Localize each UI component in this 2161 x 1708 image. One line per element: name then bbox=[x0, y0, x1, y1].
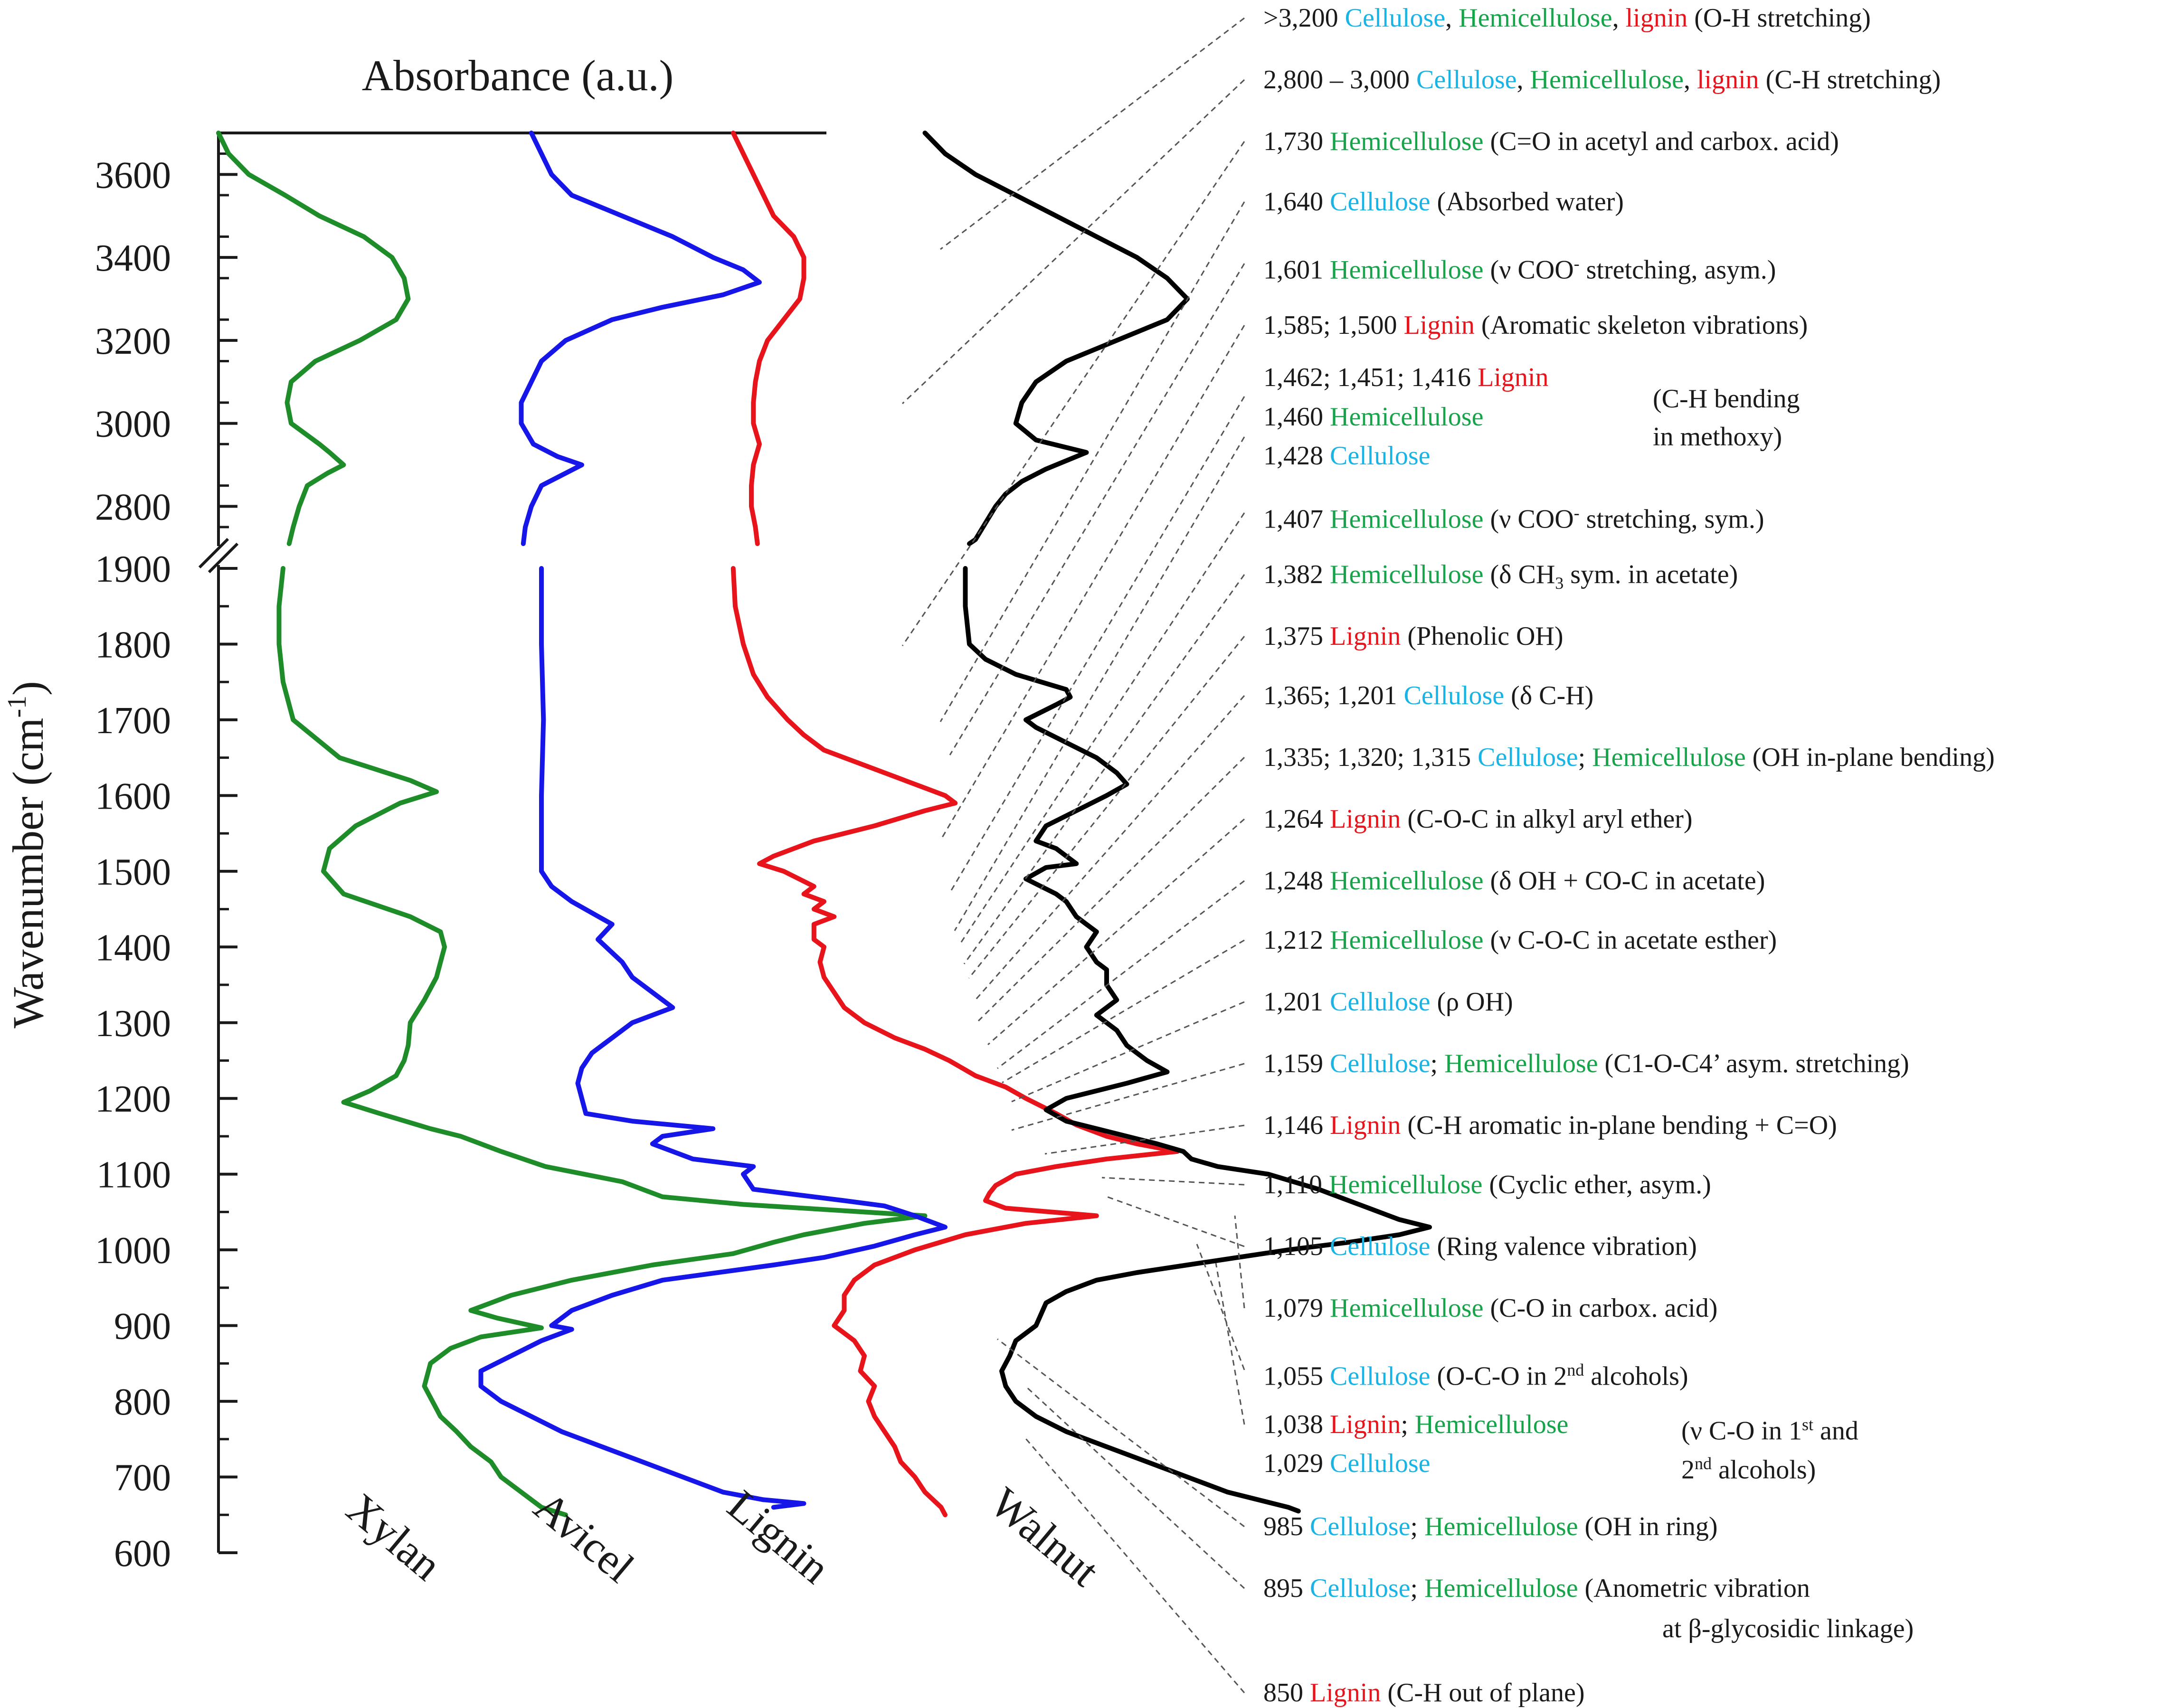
leader-line bbox=[901, 79, 1245, 405]
series-line-xylan-upper bbox=[216, 131, 411, 546]
y-tick-label: 3400 bbox=[95, 237, 171, 279]
y-tick-label: 1700 bbox=[95, 700, 171, 742]
leader-line bbox=[901, 141, 1245, 646]
leader-line bbox=[963, 574, 1245, 964]
y-tick-label: 1000 bbox=[95, 1230, 171, 1272]
annotation-group-side: in methoxy) bbox=[1653, 422, 1782, 452]
annotation-group-line: 1,460 Hemicellulose bbox=[1263, 402, 1484, 432]
series-name-xylan: Xylan bbox=[338, 1484, 451, 1590]
annotation-group-line: 1,029 Cellulose bbox=[1263, 1449, 1431, 1478]
leader-line bbox=[1196, 1244, 1245, 1370]
annotation-line: 1,201 Cellulose (ρ OH) bbox=[1263, 987, 1513, 1017]
y-tick-label: 1500 bbox=[95, 851, 171, 893]
y-tick-label: 3000 bbox=[95, 404, 171, 445]
axis-break-mark bbox=[198, 538, 229, 569]
leader-line bbox=[977, 756, 1245, 1022]
y-tick-label: 700 bbox=[114, 1457, 171, 1499]
annotation-line: 1,365; 1,201 Cellulose (δ C-H) bbox=[1263, 681, 1594, 710]
annotation-line: 1,110 Hemicellulose (Cyclic ether, asym.… bbox=[1263, 1170, 1711, 1199]
y-axis-ticks: 600 700 800 900 1000 1100 1200 1300 1400 1500 1600… bbox=[95, 152, 237, 1575]
annotation-line: 1,055 Cellulose (O-C-O in 2nd alcohols) bbox=[1263, 1360, 1688, 1391]
y-tick-label: 1300 bbox=[95, 1003, 171, 1045]
annotation-line: 850 Lignin (C-H out of plane) bbox=[1263, 1678, 1585, 1708]
leader-line bbox=[954, 436, 1245, 931]
leader-line bbox=[1234, 1215, 1245, 1309]
annotation-group-side: 2nd alcohols) bbox=[1681, 1454, 1816, 1485]
leader-line bbox=[997, 880, 1245, 1069]
annotation-line: 1,079 Hemicellulose (C-O in carbox. acid… bbox=[1263, 1293, 1718, 1323]
annotation-line: 1,407 Hemicellulose (ν COO- stretching, … bbox=[1263, 503, 1764, 534]
y-tick-label: 600 bbox=[114, 1533, 171, 1575]
annotation-line: >3,200 Cellulose, Hemicellulose, lignin … bbox=[1263, 3, 1871, 33]
series-line-walnut-upper bbox=[922, 131, 1190, 546]
annotation-line: at β-glycosidic linkage) bbox=[1662, 1614, 1914, 1643]
annotation-line: 1,248 Hemicellulose (δ OH + CO-C in acet… bbox=[1263, 866, 1765, 896]
leader-line bbox=[1011, 1001, 1245, 1103]
annotation-line: 1,730 Hemicellulose (C=O in acetyl and c… bbox=[1263, 127, 1839, 156]
y-tick-label: 2800 bbox=[95, 486, 171, 528]
leader-line bbox=[1101, 1177, 1245, 1186]
leader-line bbox=[987, 818, 1245, 1046]
leader-line bbox=[940, 17, 1245, 250]
annotation-line: 895 Cellulose; Hemicellulose (Anometric … bbox=[1263, 1574, 1810, 1603]
series-name-walnut: Walnut bbox=[981, 1478, 1109, 1596]
annotation-line: 1,335; 1,320; 1,315 Cellulose; Hemicellu… bbox=[1263, 743, 1995, 772]
leader-line bbox=[1215, 1263, 1245, 1425]
annotation-group-line: 1,428 Cellulose bbox=[1263, 441, 1431, 471]
series-line-walnut-lower bbox=[963, 566, 1432, 1514]
leader-line bbox=[1044, 1124, 1245, 1155]
y-axis-label: Wavenumber (cm-1) bbox=[2, 681, 52, 1029]
leader-line bbox=[1011, 1063, 1245, 1131]
y-tick-label: 1100 bbox=[96, 1154, 171, 1196]
annotation-group-line: 1,462; 1,451; 1,416 Lignin bbox=[1263, 363, 1549, 392]
leader-line bbox=[997, 1338, 1245, 1528]
y-tick-label: 3200 bbox=[95, 321, 171, 362]
annotation-line: 1,640 Cellulose (Absorbed water) bbox=[1263, 187, 1624, 217]
annotation-leader-lines bbox=[901, 17, 1245, 1693]
annotation-line: 1,146 Lignin (C-H aromatic in-plane bend… bbox=[1263, 1111, 1837, 1140]
series-line-lignin-upper bbox=[730, 131, 806, 546]
series-name-lignin: Lignin bbox=[719, 1481, 839, 1593]
series-line-xylan-lower bbox=[276, 566, 928, 1518]
annotation-line: 1,212 Hemicellulose (ν C-O-C in acetate … bbox=[1263, 925, 1777, 955]
annotation-line: 1,264 Lignin (C-O-C in alkyl aryl ether) bbox=[1263, 804, 1693, 834]
y-tick-label: 1900 bbox=[95, 548, 171, 590]
annotation-line: 1,159 Cellulose; Hemicellulose (C1-O-C4’… bbox=[1263, 1049, 1909, 1078]
leader-line bbox=[949, 396, 1245, 893]
y-tick-label: 1800 bbox=[95, 624, 171, 666]
leader-line bbox=[939, 201, 1245, 722]
y-tick-label: 800 bbox=[114, 1381, 171, 1423]
leader-line bbox=[1106, 1196, 1245, 1247]
annotation-line: 985 Cellulose; Hemicellulose (OH in ring… bbox=[1263, 1512, 1718, 1541]
y-tick-label: 1600 bbox=[95, 775, 171, 817]
series-line-lignin-lower bbox=[730, 566, 1180, 1518]
annotation-group-side: (ν C-O in 1st and bbox=[1681, 1415, 1858, 1446]
annotation-line: 1,105 Cellulose (Ring valence vibration) bbox=[1263, 1232, 1697, 1261]
series-names: Xylan Avicel Lignin Walnut bbox=[338, 1478, 1109, 1596]
spectra-series bbox=[216, 131, 1432, 1518]
axis-break-mark bbox=[208, 542, 239, 574]
leader-line bbox=[958, 512, 1245, 945]
y-tick-label: 1200 bbox=[95, 1078, 171, 1120]
y-tick-label: 900 bbox=[114, 1306, 171, 1348]
axes bbox=[198, 132, 826, 1554]
annotation-line: 1,375 Lignin (Phenolic OH) bbox=[1263, 622, 1564, 651]
y-tick-label: 1400 bbox=[95, 927, 171, 969]
leader-line bbox=[1002, 939, 1245, 1084]
leader-line bbox=[973, 695, 1245, 1002]
annotation-line: 1,601 Hemicellulose (ν COO- stretching, … bbox=[1263, 254, 1776, 285]
y-tick-label: 3600 bbox=[95, 154, 171, 196]
leader-line bbox=[968, 636, 1245, 979]
series-line-avicel-lower bbox=[478, 566, 948, 1510]
annotation-group-side: (C-H bending bbox=[1653, 384, 1800, 414]
series-line-avicel-upper bbox=[519, 131, 762, 546]
annotation-line: 1,382 Hemicellulose (δ CH3 sym. in aceta… bbox=[1263, 560, 1738, 593]
series-name-avicel: Avicel bbox=[525, 1482, 643, 1592]
annotation-line: 1,585; 1,500 Lignin (Aromatic skeleton v… bbox=[1263, 311, 1808, 340]
annotation-line: 2,800 – 3,000 Cellulose, Hemicellulose, … bbox=[1263, 65, 1941, 94]
chart-title: Absorbance (a.u.) bbox=[362, 51, 674, 100]
annotation-group-line: 1,038 Lignin; Hemicellulose bbox=[1263, 1410, 1569, 1439]
